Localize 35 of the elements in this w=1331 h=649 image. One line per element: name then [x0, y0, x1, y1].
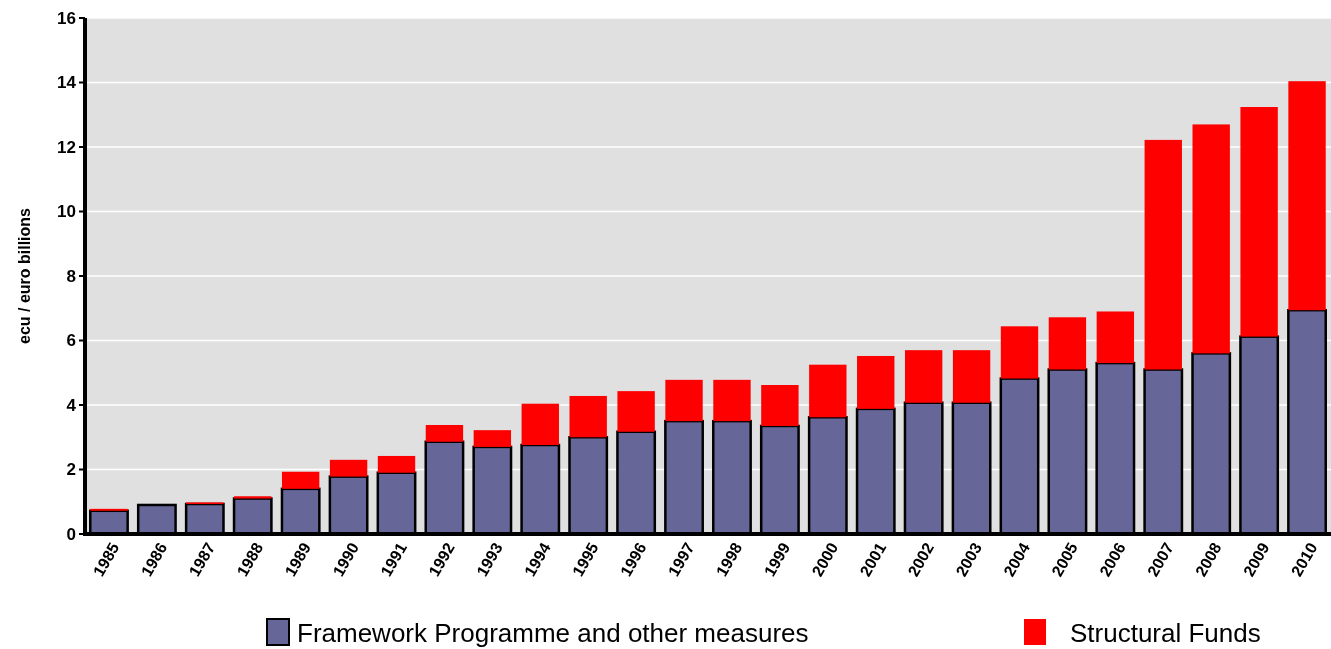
y-tick-label: 2 — [66, 460, 76, 480]
y-tick-label: 10 — [57, 202, 76, 222]
y-tick-label: 6 — [66, 331, 76, 351]
bar — [281, 471, 320, 489]
bar — [425, 425, 464, 442]
bar — [473, 430, 512, 447]
bar — [329, 459, 368, 477]
bar — [1288, 81, 1326, 311]
y-tick-label: 14 — [57, 73, 77, 93]
y-tick-label: 0 — [66, 524, 76, 544]
bar — [1048, 317, 1087, 370]
bar — [569, 395, 607, 438]
bar — [904, 350, 943, 403]
bar — [1000, 326, 1039, 379]
y-tick-label: 8 — [66, 266, 76, 286]
legend-label: Framework Programme and other measures — [297, 618, 809, 649]
y-tick-label: 4 — [66, 395, 77, 415]
y-tick-label: 16 — [57, 8, 76, 28]
legend-label: Structural Funds — [1070, 618, 1261, 649]
bar — [1192, 124, 1230, 354]
bar — [713, 379, 751, 422]
bar — [1144, 139, 1182, 370]
bar — [234, 496, 272, 499]
bar — [617, 391, 655, 432]
bar — [521, 403, 559, 445]
bar — [761, 385, 799, 426]
bar — [665, 379, 703, 422]
y-tick-label: 12 — [57, 137, 76, 157]
y-axis-title: ecu / euro billions — [16, 207, 33, 345]
bar — [952, 350, 991, 403]
bar — [1240, 107, 1278, 337]
bar — [1096, 311, 1135, 364]
bar — [377, 455, 416, 473]
bar — [809, 364, 847, 418]
bar — [857, 355, 895, 409]
